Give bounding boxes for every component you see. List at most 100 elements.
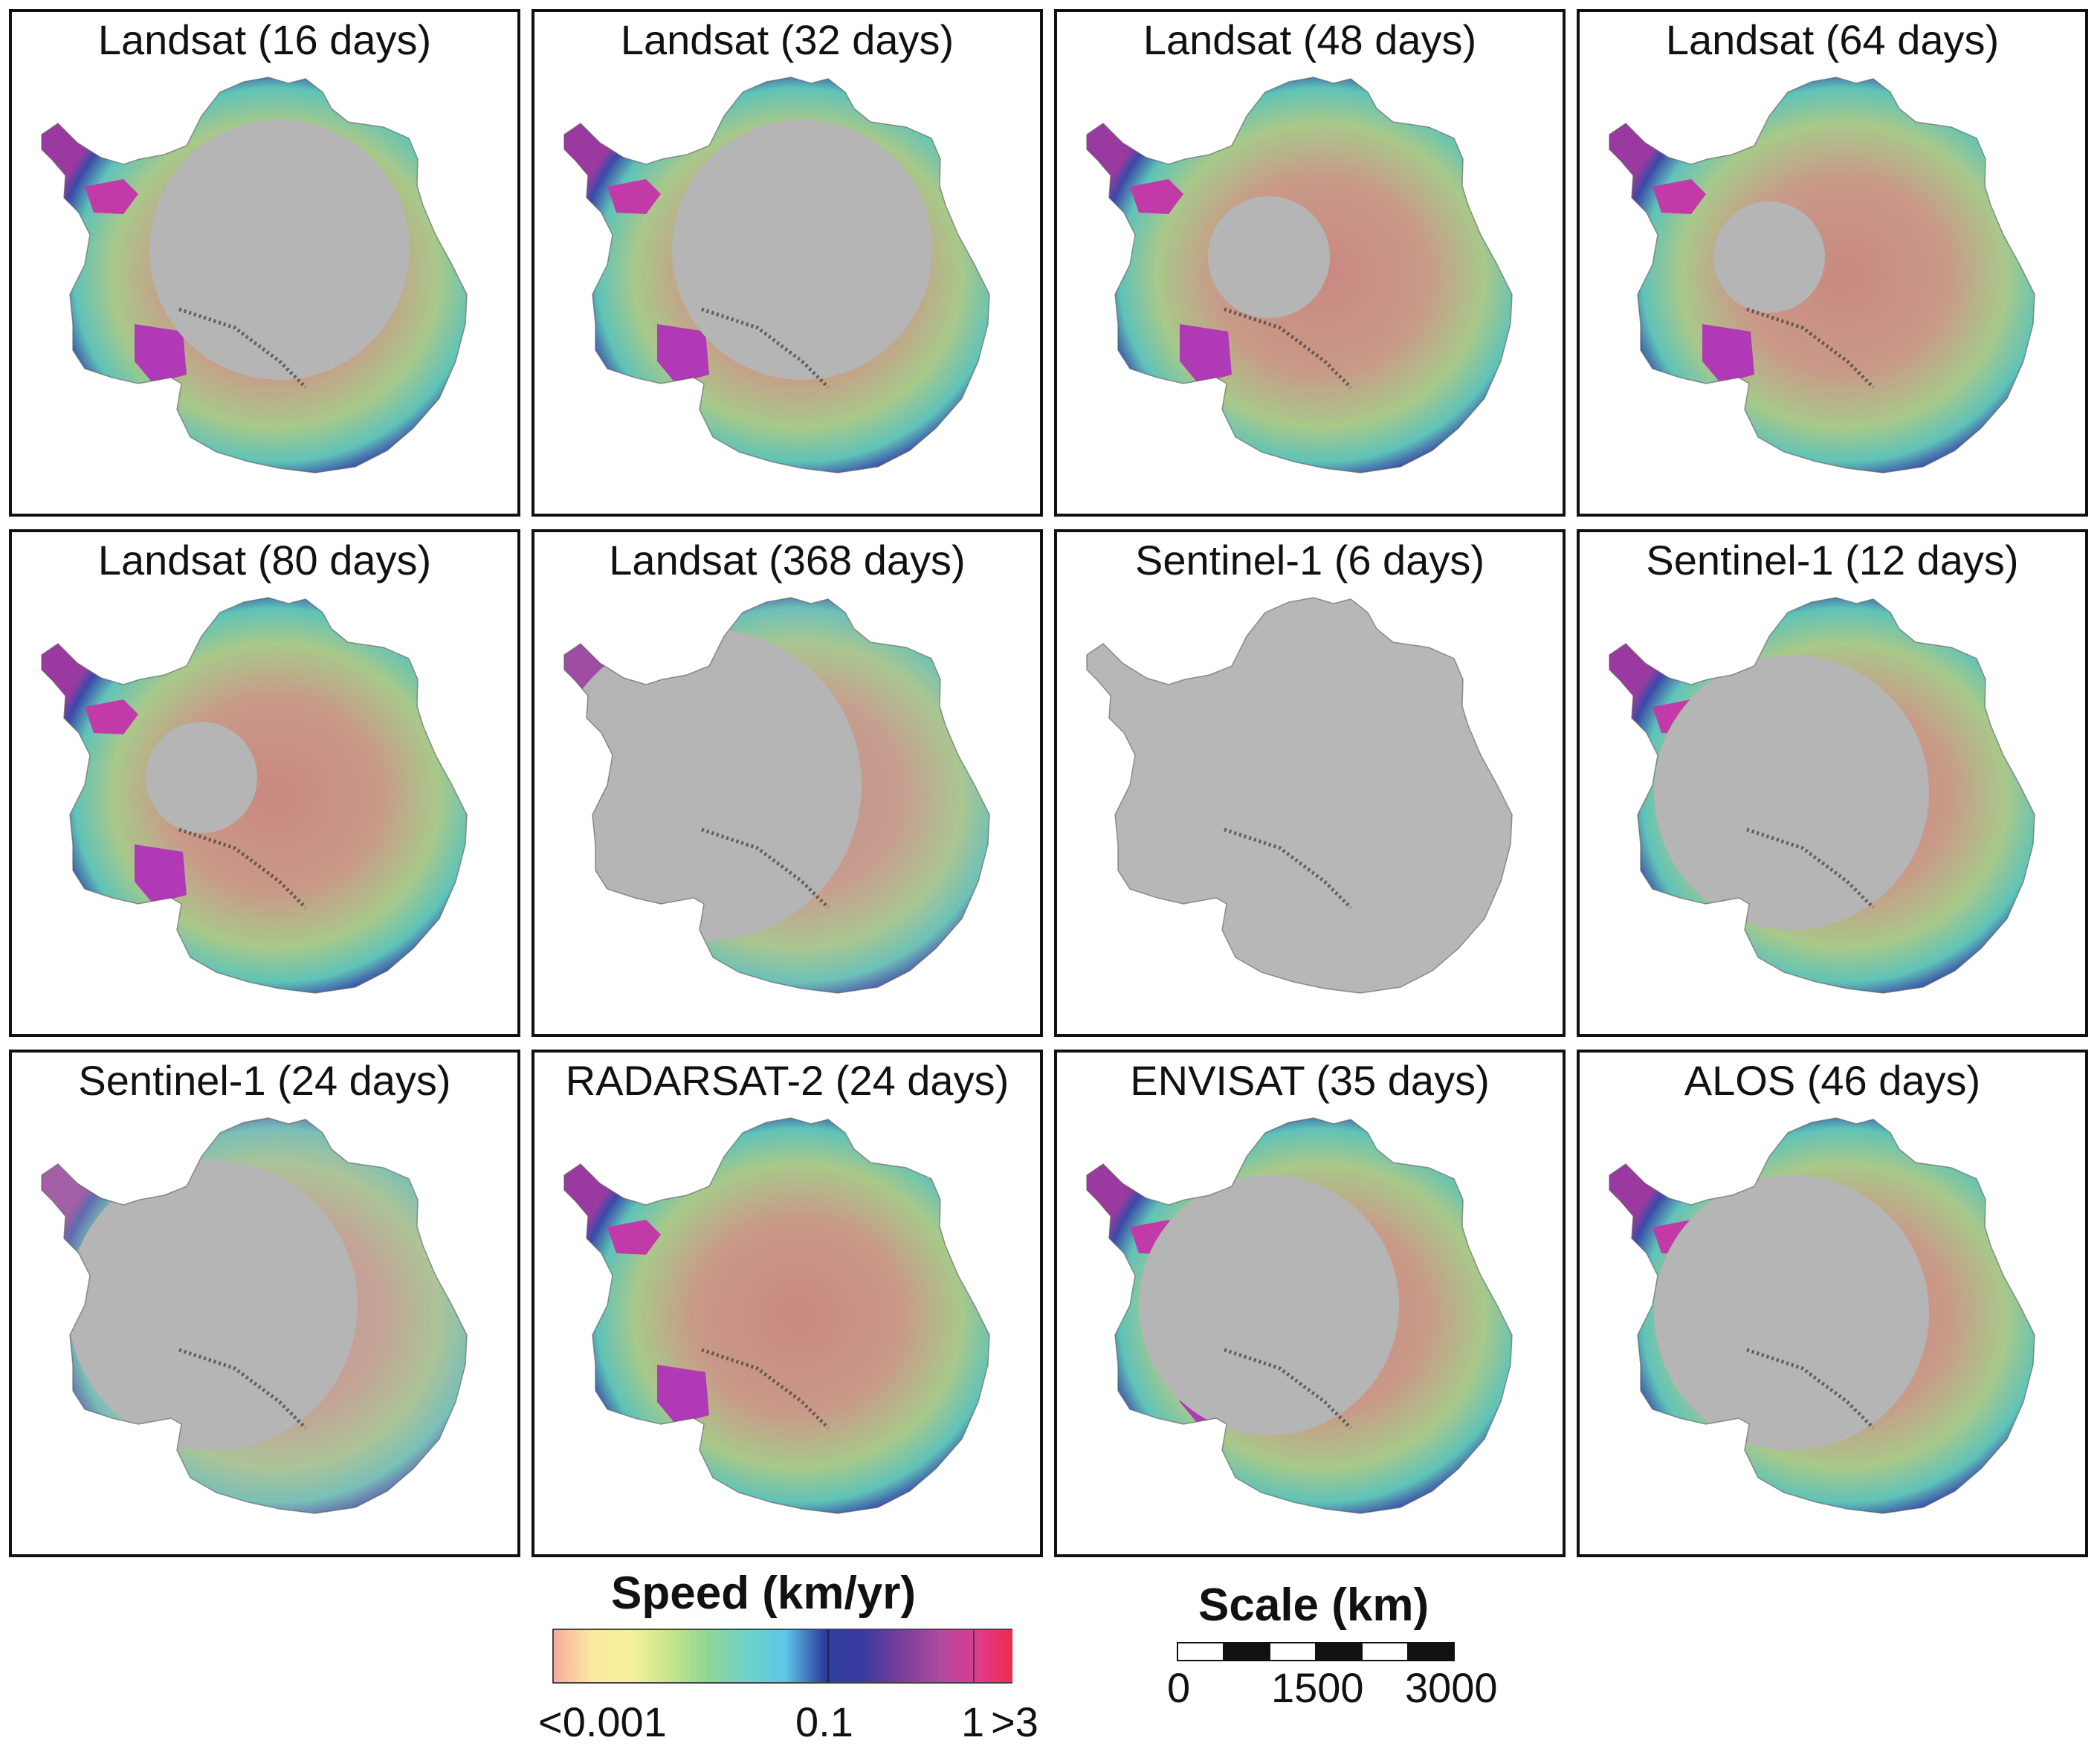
coastline <box>1609 77 2035 473</box>
antarctica-velocity-map <box>1609 597 2035 994</box>
map-panel-alos-46: ALOS (46 days) <box>1577 1050 2088 1557</box>
ross-ice-shelf <box>135 324 187 384</box>
speed-field <box>564 1118 989 1513</box>
ross-ice-shelf <box>135 844 187 904</box>
pole-hole-no-data <box>564 629 862 941</box>
antarctica-velocity-map <box>563 77 990 473</box>
map-panel-landsat-16: Landsat (16 days) <box>9 9 520 517</box>
panel-title: ALOS (46 days) <box>1684 1057 1981 1104</box>
coastline <box>41 77 468 473</box>
ross-ice-shelf <box>1180 324 1232 384</box>
coastline <box>1086 597 1513 994</box>
map-layer <box>1087 1118 1512 1513</box>
scalebar-label-0: 0 <box>1167 1664 1191 1711</box>
map-panel-landsat-48: Landsat (48 days) <box>1054 9 1566 517</box>
coastline <box>563 1117 990 1514</box>
panel-title: RADARSAT-2 (24 days) <box>565 1057 1009 1104</box>
panel-title: Sentinel-1 (6 days) <box>1134 537 1484 583</box>
ross-ice-shelf <box>1702 324 1754 384</box>
antarctica-velocity-map <box>1086 597 1513 994</box>
ronne-ice-shelf <box>607 179 661 214</box>
scalebar-label-3000: 3000 <box>1405 1664 1498 1711</box>
antarctica-velocity-map <box>1609 77 2035 473</box>
ross-ice-shelf <box>657 324 709 384</box>
scale-segment <box>1315 1642 1363 1661</box>
map-layer <box>1087 598 1512 993</box>
coastline <box>41 597 468 994</box>
pole-hole-no-data <box>672 120 932 380</box>
scalebar-title: Scale (km) <box>1198 1580 1429 1631</box>
map-layer <box>564 77 989 473</box>
map-layer <box>42 598 467 993</box>
map-layer <box>1087 77 1512 473</box>
antarctica-velocity-map <box>1086 1117 1513 1514</box>
panel-title: Landsat (368 days) <box>609 537 966 583</box>
antarctica-velocity-map <box>41 597 468 994</box>
panel-title: Landsat (32 days) <box>620 16 954 63</box>
map-panel-landsat-80: Landsat (80 days) <box>9 529 520 1037</box>
antarctica-velocity-map <box>1086 77 1513 473</box>
colorbar-label-1: 1 <box>961 1698 985 1745</box>
map-layer <box>42 1118 467 1513</box>
coastline <box>1609 597 2035 994</box>
ronne-ice-shelf <box>85 699 138 734</box>
panel-title: ENVISAT (35 days) <box>1130 1057 1490 1104</box>
antarctica-velocity-map <box>41 77 468 473</box>
ronne-ice-shelf <box>1130 179 1183 214</box>
coastline <box>1086 77 1513 473</box>
panel-title: Landsat (16 days) <box>97 16 432 63</box>
map-panel-envisat-35: ENVISAT (35 days) <box>1054 1050 1566 1557</box>
ronne-ice-shelf <box>1652 179 1706 214</box>
colorbar-label-0.1: 0.1 <box>795 1698 853 1745</box>
map-layer <box>564 1118 989 1513</box>
panel-title: Landsat (64 days) <box>1665 16 2000 63</box>
pole-hole-no-data <box>1654 1175 1929 1450</box>
scalebar-label-1500: 1500 <box>1271 1664 1364 1711</box>
pole-hole-no-data <box>68 1160 358 1450</box>
panel-title: Sentinel-1 (12 days) <box>1646 537 2019 583</box>
speed-colorbar <box>552 1629 1012 1684</box>
coastline <box>563 597 990 994</box>
coastline <box>41 1117 468 1514</box>
map-layer <box>564 598 989 993</box>
colorbar-gradient <box>552 1629 1012 1684</box>
ronne-ice-shelf <box>85 179 138 214</box>
scale-segment <box>1223 1642 1270 1661</box>
colorbar-title: Speed (km/yr) <box>611 1568 917 1619</box>
scale-segment <box>1361 1642 1409 1661</box>
map-layer <box>1609 1118 2035 1513</box>
map-panel-landsat-368: Landsat (368 days) <box>532 529 1043 1037</box>
pole-hole-no-data <box>1208 196 1330 318</box>
colorbar-label-max: >3 <box>991 1698 1038 1745</box>
pole-hole-no-data <box>1654 655 1929 930</box>
map-panel-sentinel1-6: Sentinel-1 (6 days) <box>1054 529 1566 1037</box>
coastline <box>1609 1117 2035 1514</box>
map-layer <box>1609 598 2035 993</box>
antarctica-velocity-map <box>41 1117 468 1514</box>
colorbar-label-min: <0.001 <box>538 1698 667 1745</box>
panel-title: Landsat (80 days) <box>97 537 432 583</box>
coastline <box>1086 1117 1513 1514</box>
pole-hole-no-data <box>146 722 257 833</box>
map-panel-landsat-64: Landsat (64 days) <box>1577 9 2088 517</box>
scale-segment <box>1269 1642 1316 1661</box>
scale-segment <box>1407 1642 1455 1661</box>
ice-sheet-base <box>1087 598 1512 993</box>
pole-hole-no-data <box>1713 201 1825 313</box>
antarctica-velocity-map <box>1609 1117 2035 1514</box>
antarctica-velocity-map <box>563 1117 990 1514</box>
map-panel-landsat-32: Landsat (32 days) <box>532 9 1043 517</box>
map-layer <box>1609 77 2035 473</box>
antarctica-velocity-map <box>563 597 990 994</box>
ross-ice-shelf <box>657 1365 709 1424</box>
map-panel-sentinel1-24: Sentinel-1 (24 days) <box>9 1050 520 1557</box>
map-layer <box>42 77 467 473</box>
scale-bar <box>1177 1642 1455 1661</box>
ronne-ice-shelf <box>607 1220 661 1255</box>
map-panel-radarsat2-24: RADARSAT-2 (24 days) <box>532 1050 1043 1557</box>
pole-hole-no-data <box>1139 1175 1399 1435</box>
pole-hole-no-data <box>149 120 410 380</box>
panel-title: Sentinel-1 (24 days) <box>78 1057 451 1104</box>
scale-segment <box>1177 1642 1224 1661</box>
